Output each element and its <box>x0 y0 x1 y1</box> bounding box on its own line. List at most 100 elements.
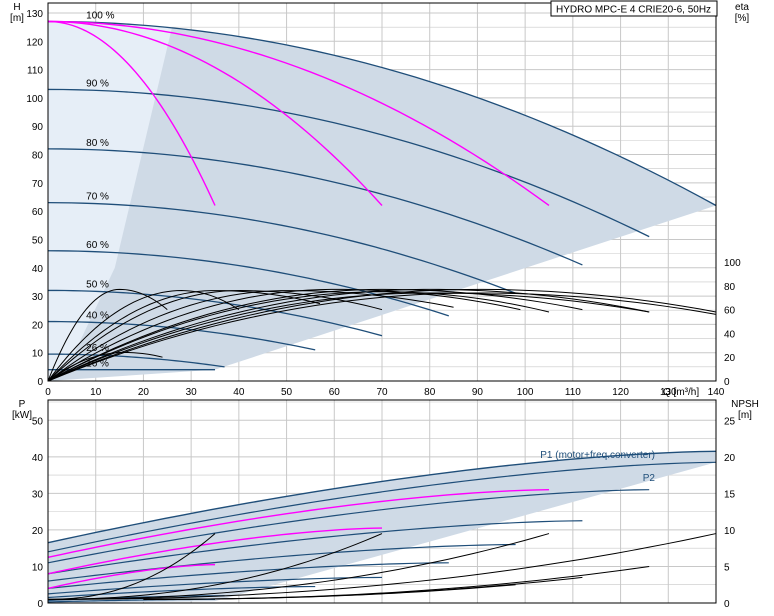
chart-title: HYDRO MPC-E 4 CRIE20-6, 50Hz <box>556 5 711 16</box>
title-box <box>550 0 718 17</box>
top-x-tick-label: 130 <box>660 387 677 398</box>
speed-curve-80 <box>47 148 583 266</box>
top-axes: 0 10 20 30 40 50 60 70 80 90 100 110 120 130 140010203… <box>26 2 741 398</box>
npsh-tick-label: 0 <box>724 599 730 610</box>
top-y-tick-label: 120 <box>26 37 43 48</box>
top-y-axis-name: H <box>13 2 20 13</box>
top-x-tick-label: 70 <box>376 387 388 398</box>
npsh-tick-label: 15 <box>724 489 736 500</box>
speed-label: 100 % <box>86 10 114 21</box>
bottom-y-tick-label: 10 <box>32 562 44 573</box>
top-y-tick-label: 70 <box>32 179 44 190</box>
top-y-tick-label: 50 <box>32 235 44 246</box>
top-x-tick-label: 50 <box>281 387 293 398</box>
eta-tick-label: 0 <box>724 377 730 388</box>
power-curve-5 <box>47 576 383 595</box>
top-plot-frame <box>47 2 717 382</box>
top-x-tick-label: 20 <box>138 387 150 398</box>
top-y-tick-label: 130 <box>26 9 43 20</box>
top-y-tick-label: 90 <box>32 122 44 133</box>
bottom-y-axis-unit: [kW] <box>12 410 32 421</box>
top-x-tick-label: 140 <box>708 387 725 398</box>
npsh-curve-2 <box>47 533 383 600</box>
npsh-tick-label: 25 <box>724 416 736 427</box>
top-y-tick-label: 10 <box>32 349 44 360</box>
bottom-axes: 0 10 20 30 40 50 0 5 10 15 20 25 <box>32 399 736 610</box>
top-x-tick-label: 60 <box>329 387 341 398</box>
efficiency-curve-11 <box>47 292 650 382</box>
bottom-right-axis-unit: [m] <box>738 410 752 421</box>
top-x-axis-label: Q [m³/h] <box>663 387 699 398</box>
top-y-tick-label: 110 <box>27 66 43 77</box>
npsh-curve-4 <box>47 533 717 600</box>
npsh-tick-label: 20 <box>724 453 736 464</box>
eta-tick-label: 80 <box>724 282 736 293</box>
top-y-tick-label: 0 <box>37 377 43 388</box>
npsh-curve-3 <box>47 533 550 600</box>
power-curve-1 <box>47 489 650 564</box>
pump-count-power-curve-3 <box>47 563 216 590</box>
top-y-tick-label: 80 <box>32 151 44 162</box>
efficiency-curve-6 <box>47 288 521 382</box>
top-y-tick-label: 20 <box>32 320 44 331</box>
bottom-y-tick-label: 40 <box>32 453 44 464</box>
bottom-power-curves <box>47 450 717 603</box>
eta-tick-label: 100 <box>724 258 741 269</box>
power-curve-3 <box>47 543 516 582</box>
operating-envelope <box>48 21 716 381</box>
eta-tick-label: 40 <box>724 329 736 340</box>
power-curve-2 <box>47 520 583 575</box>
top-x-tick-label: 10 <box>90 387 102 398</box>
top-x-tick-label: 0 <box>45 387 51 398</box>
top-x-tick-label: 100 <box>517 387 534 398</box>
power-curve-4 <box>47 562 449 589</box>
speed-curve-90 <box>47 88 650 238</box>
eta-tick-label: 60 <box>724 306 736 317</box>
bottom-y-axis-name: P <box>19 399 26 410</box>
pump-count-power-curve-1 <box>47 489 550 559</box>
efficiency-curve-12 <box>47 291 550 382</box>
speed-label: 40 % <box>86 311 109 322</box>
speed-curve-70 <box>47 202 516 294</box>
speed-curve-26 <box>47 353 225 368</box>
npsh-tick-label: 5 <box>724 562 730 573</box>
top-efficiency-curves <box>47 288 717 382</box>
top-x-tick-label: 30 <box>186 387 198 398</box>
top-right-axis-name: eta <box>735 2 749 13</box>
efficiency-curve-4 <box>47 290 383 382</box>
p1-series-label: P1 (motor+freq.converter) <box>540 450 655 461</box>
top-y-axis-unit: [m] <box>10 13 24 24</box>
bottom-y-tick-label: 20 <box>32 526 44 537</box>
top-x-tick-label: 120 <box>612 387 629 398</box>
top-y-tick-label: 60 <box>32 207 44 218</box>
speed-label: 16 % <box>86 359 109 370</box>
efficiency-curve-7 <box>47 288 583 382</box>
top-y-tick-label: 30 <box>32 292 44 303</box>
speed-label: 90 % <box>86 78 109 89</box>
efficiency-curve-3 <box>47 290 321 382</box>
speed-label: 60 % <box>86 240 109 251</box>
top-y-tick-label: 40 <box>32 264 44 275</box>
bottom-plot-frame <box>47 399 717 604</box>
top-x-tick-label: 110 <box>565 387 581 398</box>
speed-curve-100 <box>47 20 717 207</box>
pump-count-curve-1 <box>47 20 216 206</box>
npsh-curve-7 <box>143 584 516 600</box>
bottom-y-tick-label: 0 <box>37 599 43 610</box>
efficiency-curve-10 <box>47 292 717 382</box>
eta-tick-label: 20 <box>724 353 736 364</box>
efficiency-curve-13 <box>47 351 163 382</box>
bottom-y-tick-label: 30 <box>32 489 44 500</box>
pump-count-power-curve-2 <box>47 527 383 575</box>
p2-curve <box>47 461 717 553</box>
p2-series-label: P2 <box>643 473 656 484</box>
npsh-curve-1 <box>47 533 216 600</box>
efficiency-curve-2 <box>47 290 240 382</box>
pump-count-curve-2 <box>47 20 383 206</box>
top-x-tick-label: 40 <box>233 387 245 398</box>
speed-label: 50 % <box>86 279 109 290</box>
bottom-y-tick-label: 50 <box>32 416 44 427</box>
pump-count-curve-3 <box>47 20 550 207</box>
